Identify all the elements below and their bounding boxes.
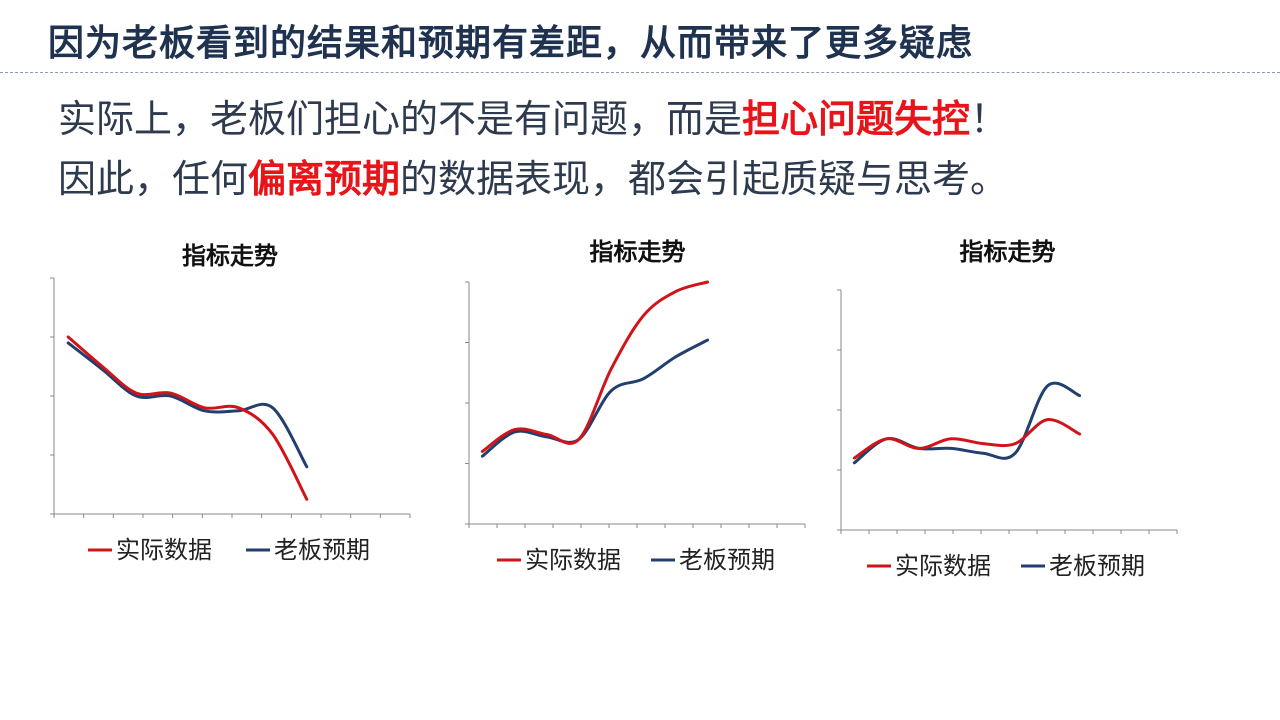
series-line-expected [852,381,1082,465]
legend-label: 老板预期 [679,546,775,574]
body-line-1-end: ！ [970,97,1009,141]
series-line-expected [66,341,309,469]
body-line-2-end: 的数据表现，都会引起质疑与思考。 [400,157,1009,201]
title-divider [0,72,1280,73]
chart-title: 指标走势 [182,242,278,270]
legend-label: 实际数据 [525,546,621,574]
body-line-1-text: 实际上，老板们担心的不是有问题，而是 [58,97,743,141]
series-line-actual [66,335,309,501]
body-line-2: 因此，任何偏离预期的数据表现，都会引起质疑与思考。 [58,148,1008,203]
legend-label: 老板预期 [274,536,370,564]
chart-title: 指标走势 [590,238,686,266]
legend-label: 实际数据 [895,552,991,580]
chart-title: 指标走势 [960,238,1056,266]
slide-title: 因为老板看到的结果和预期有差距，从而带来了更多疑虑 [48,23,974,64]
series-line-actual [480,280,710,453]
series-line-expected [480,338,710,458]
body-line-2-text: 因此，任何 [58,157,249,201]
body-line-1: 实际上，老板们担心的不是有问题，而是担心问题失控！ [58,88,1008,143]
legend-label: 实际数据 [116,536,212,564]
body-line-1-highlight: 担心问题失控 [742,97,971,141]
body-line-2-highlight: 偏离预期 [248,157,401,201]
series-line-actual [852,418,1082,460]
legend-label: 老板预期 [1049,552,1145,580]
